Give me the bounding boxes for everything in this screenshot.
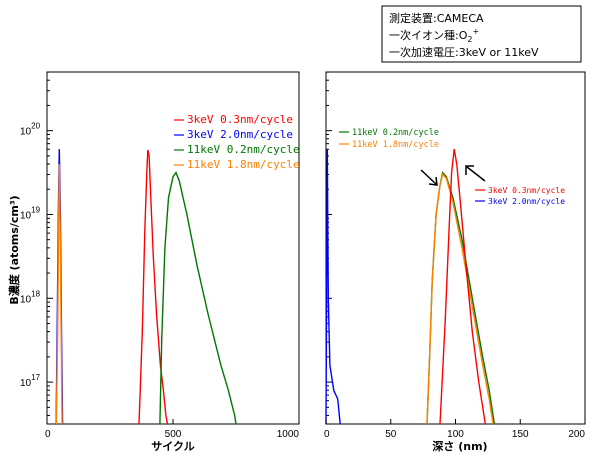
- arrow-annotation-right: [465, 165, 486, 182]
- x-tick-label: 0: [324, 429, 330, 440]
- legend-label: 3keV 0.3nm/cycle: [187, 113, 293, 126]
- y-tick-label: 1018: [20, 289, 41, 305]
- series-line-4: [325, 149, 341, 425]
- x-tick-label: 0: [45, 429, 51, 440]
- series-line-3: [159, 171, 237, 425]
- x-tick-label: 50: [385, 429, 397, 440]
- info-line-2: 一次イオン種:O2+: [389, 27, 479, 44]
- info-line-3: 一次加速電圧:3keV or 11keV: [389, 45, 539, 59]
- left-plot-frame: [46, 71, 300, 425]
- x-tick-label: 500: [165, 429, 182, 440]
- right-legend-middle: 3keV 0.3nm/cycle 3keV 2.0nm/cycle: [475, 186, 565, 206]
- series-line-1: [138, 149, 169, 425]
- legend-label: 11keV 0.2nm/cycle: [352, 128, 439, 138]
- series-line-3: [439, 148, 486, 425]
- series-line-4: [55, 164, 63, 425]
- x-tick-label: 150: [512, 429, 529, 440]
- left-legend: 3keV 0.3nm/cycle 3keV 2.0nm/cycle 11keV 0.…: [174, 113, 300, 171]
- right-x-axis-title: 深さ (nm): [432, 439, 487, 453]
- legend-label: 3keV 2.0nm/cycle: [488, 197, 565, 206]
- left-chart: 0 500 1000 1017 1018 1019 1020 サイクル 3keV 0.3n…: [20, 71, 300, 453]
- legend-label: 11keV 1.8nm/cycle: [352, 140, 439, 150]
- left-x-axis-title: サイクル: [151, 440, 194, 453]
- svg-text:B濃度 (atoms/cm³): B濃度 (atoms/cm³): [7, 195, 21, 304]
- right-chart: 0 50 100 150 200 深さ (nm) 11keV 0.2nm/cycle11…: [324, 71, 586, 453]
- series-line-2: [426, 172, 494, 425]
- info-line-1: 測定装置:CAMECA: [389, 11, 484, 25]
- x-tick-label: 1000: [277, 429, 300, 440]
- legend-label: 3keV 0.3nm/cycle: [488, 186, 565, 195]
- arrow-annotation-left: [420, 169, 438, 186]
- x-tick-label: 100: [447, 429, 464, 440]
- legend-label: 11keV 1.8nm/cycle: [187, 158, 300, 171]
- y-axis-title: B濃度 (atoms/cm³): [7, 195, 21, 304]
- y-tick-label: 1020: [20, 122, 41, 138]
- legend-label: 11keV 0.2nm/cycle: [187, 143, 300, 156]
- info-box: 測定装置:CAMECA 一次イオン種:O2+ 一次加速電圧:3keV or 11…: [381, 5, 582, 63]
- right-plot-frame: [325, 71, 586, 425]
- y-tick-label: 1019: [20, 205, 41, 221]
- legend-label: 3keV 2.0nm/cycle: [187, 128, 293, 141]
- x-tick-label: 200: [568, 429, 585, 440]
- y-tick-label: 1017: [20, 373, 41, 389]
- right-legend-top: 11keV 0.2nm/cycle 11keV 1.8nm/cycle: [339, 128, 439, 150]
